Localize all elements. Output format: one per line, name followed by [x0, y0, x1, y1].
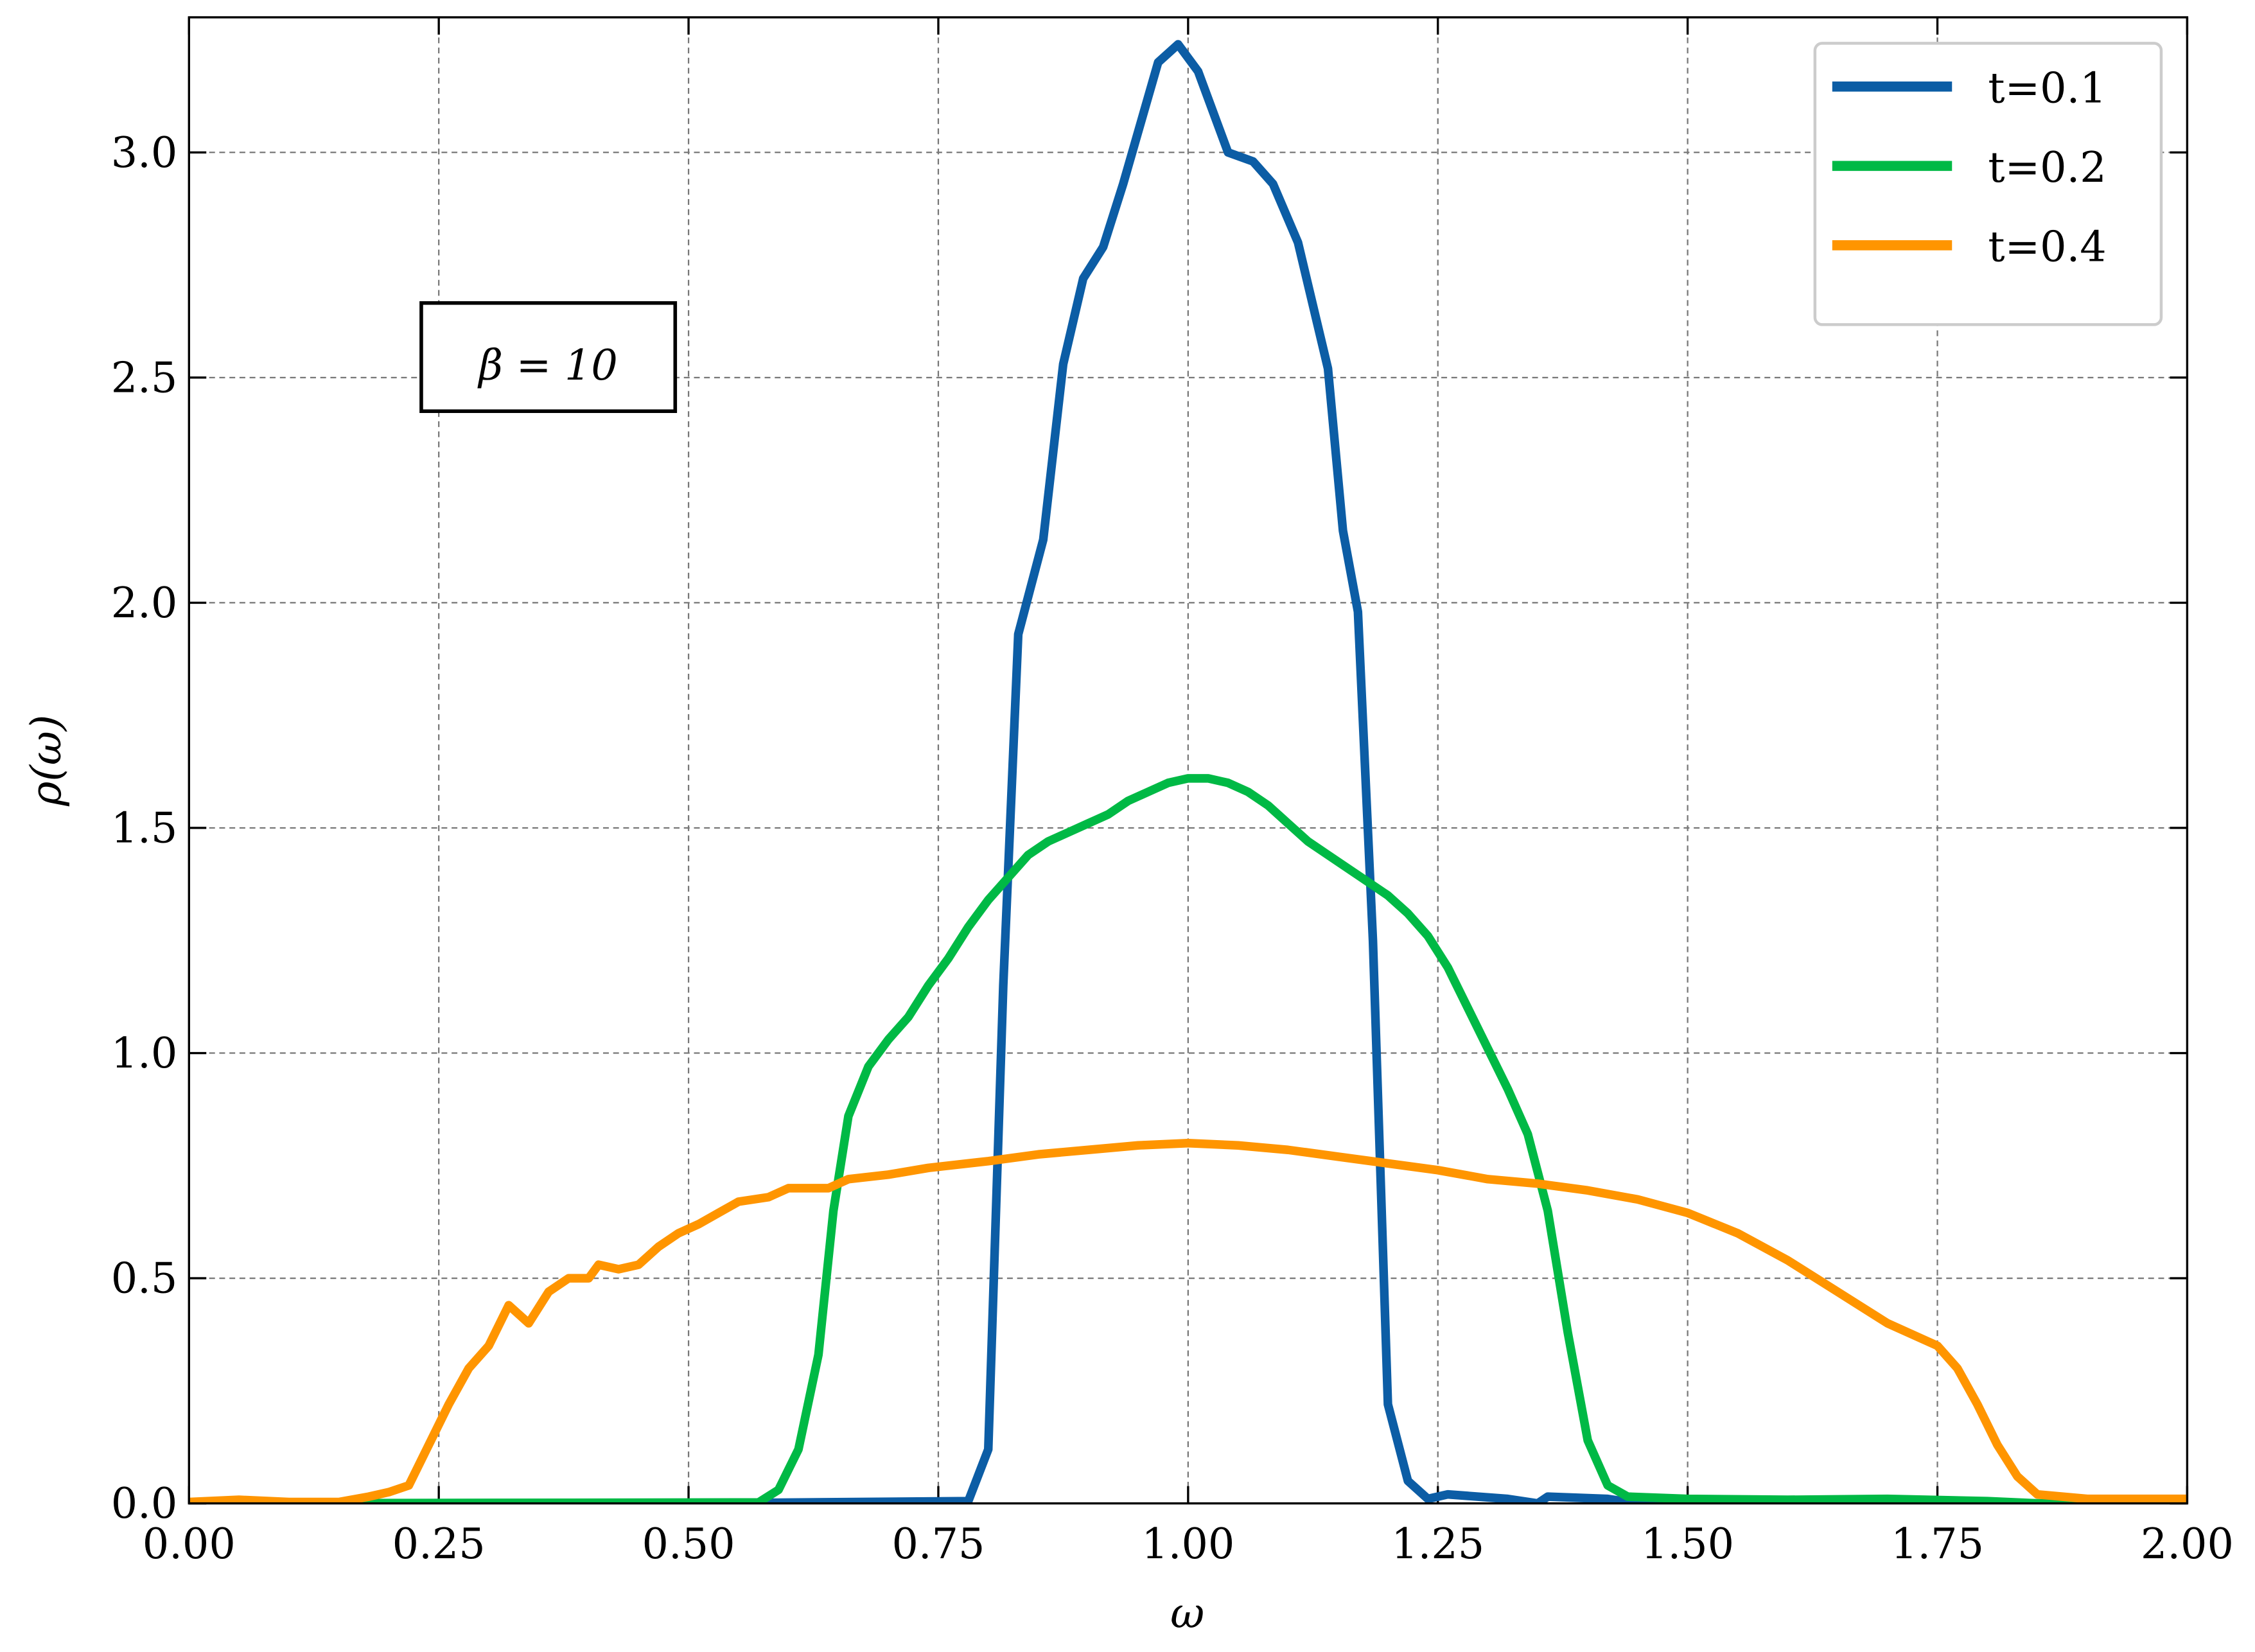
annotation: β = 10	[477, 342, 618, 390]
y-tick-label: 1.5	[111, 804, 178, 852]
legend-label: t=0.2	[1988, 144, 2106, 192]
x-axis-label: ω	[1170, 1590, 1204, 1638]
x-tick-label: 1.75	[1891, 1520, 1984, 1569]
annotation-box	[419, 301, 678, 413]
y-axis-label: ρ(ω)	[22, 715, 71, 807]
x-tick-label: 1.00	[1141, 1520, 1234, 1569]
legend-label: t=0.1	[1988, 64, 2106, 112]
series-line	[189, 40, 2188, 1504]
series-line	[189, 774, 2188, 1504]
y-tick-label: 3.0	[111, 129, 178, 177]
y-tick-label: 1.0	[111, 1030, 178, 1078]
series-line	[189, 1139, 2188, 1504]
y-tick-label: 2.0	[111, 579, 178, 628]
axes-frame	[188, 16, 2189, 1505]
legend-label: t=0.4	[1988, 224, 2106, 272]
x-tick-label: 1.25	[1391, 1520, 1484, 1569]
x-tick-label: 0.50	[642, 1520, 735, 1569]
y-tick-label: 2.5	[111, 354, 178, 402]
x-tick-label: 0.25	[392, 1520, 486, 1569]
legend-frame	[1813, 42, 2163, 326]
x-tick-label: 0.00	[143, 1520, 236, 1569]
x-tick-label: 1.50	[1641, 1520, 1734, 1569]
y-tick-label: 0.5	[111, 1255, 178, 1303]
x-tick-label: 2.00	[2141, 1520, 2234, 1569]
x-tick-label: 0.75	[891, 1520, 985, 1569]
y-tick-label: 0.0	[111, 1480, 178, 1528]
